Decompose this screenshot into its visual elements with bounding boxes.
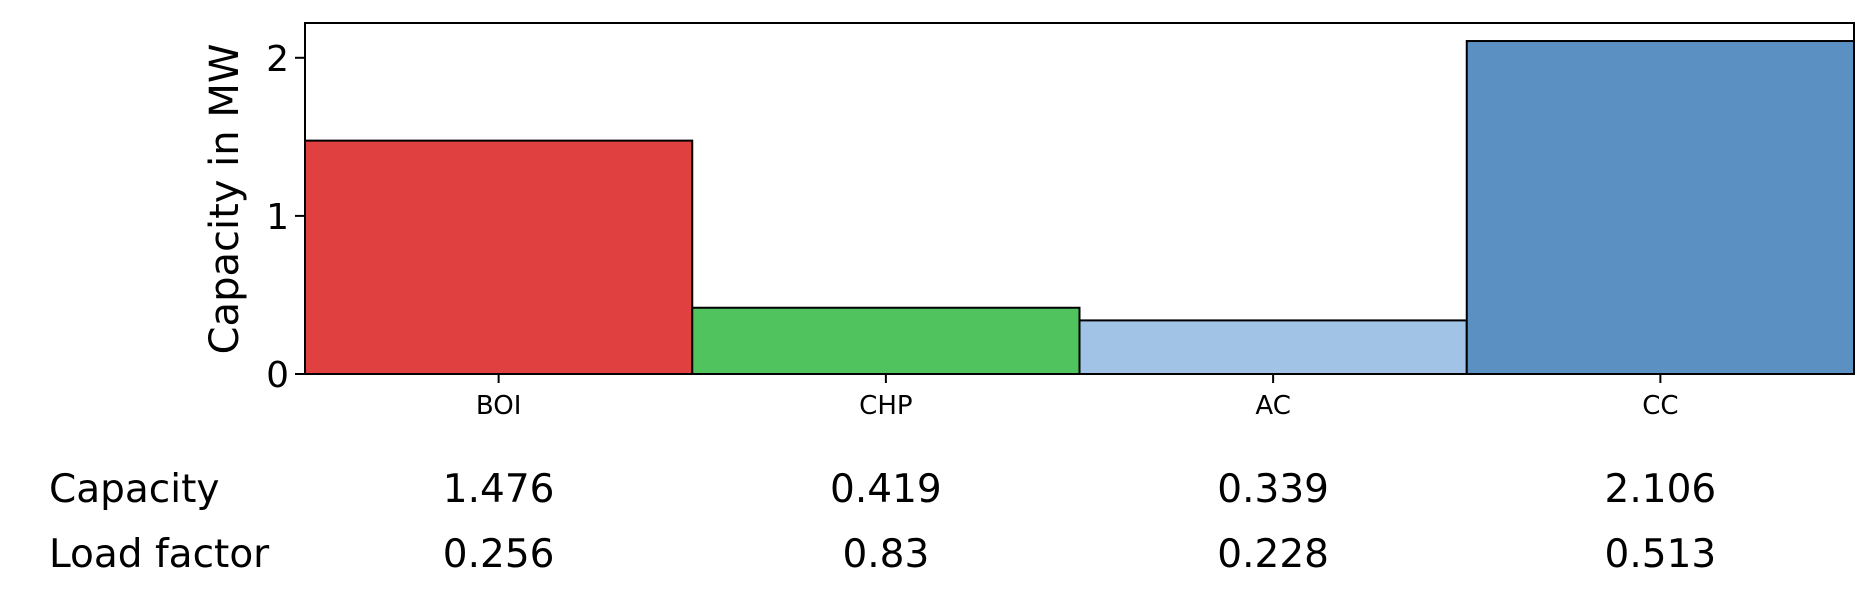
y-tick-label: 0	[266, 355, 289, 396]
x-tick-label-ac: AC	[1255, 391, 1290, 421]
y-tick-label: 1	[266, 197, 289, 238]
x-axis: BOI CHP AC CC	[476, 374, 1679, 421]
y-tick-label: 2	[266, 39, 289, 80]
bar-ac	[1078, 319, 1468, 375]
bar-boi	[304, 139, 694, 375]
x-tick-label-boi: BOI	[476, 391, 522, 421]
data-table: Capacity 1.476 0.419 0.339 2.106 Load factor 0…	[49, 467, 1716, 577]
table-cell: 0.513	[1605, 532, 1717, 577]
table-cell: 2.106	[1605, 467, 1717, 512]
table-row-label: Capacity	[49, 467, 219, 512]
y-axis-title: Capacity in MW	[202, 44, 248, 355]
table-cell: 0.339	[1217, 467, 1329, 512]
bar-cc	[1465, 40, 1855, 375]
table-cell: 1.476	[443, 467, 555, 512]
x-tick-label-chp: CHP	[859, 391, 912, 421]
table-row-label: Load factor	[49, 532, 270, 577]
table-cell: 0.228	[1217, 532, 1329, 577]
bar-chp	[691, 306, 1081, 376]
x-tick-label-cc: CC	[1642, 391, 1678, 421]
table-cell: 0.256	[443, 532, 555, 577]
y-axis: 0 1 2	[266, 39, 305, 396]
plot-frame	[304, 22, 1855, 375]
table-cell: 0.83	[842, 532, 929, 577]
bars-layer	[304, 40, 1855, 376]
table-cell: 0.419	[830, 467, 942, 512]
